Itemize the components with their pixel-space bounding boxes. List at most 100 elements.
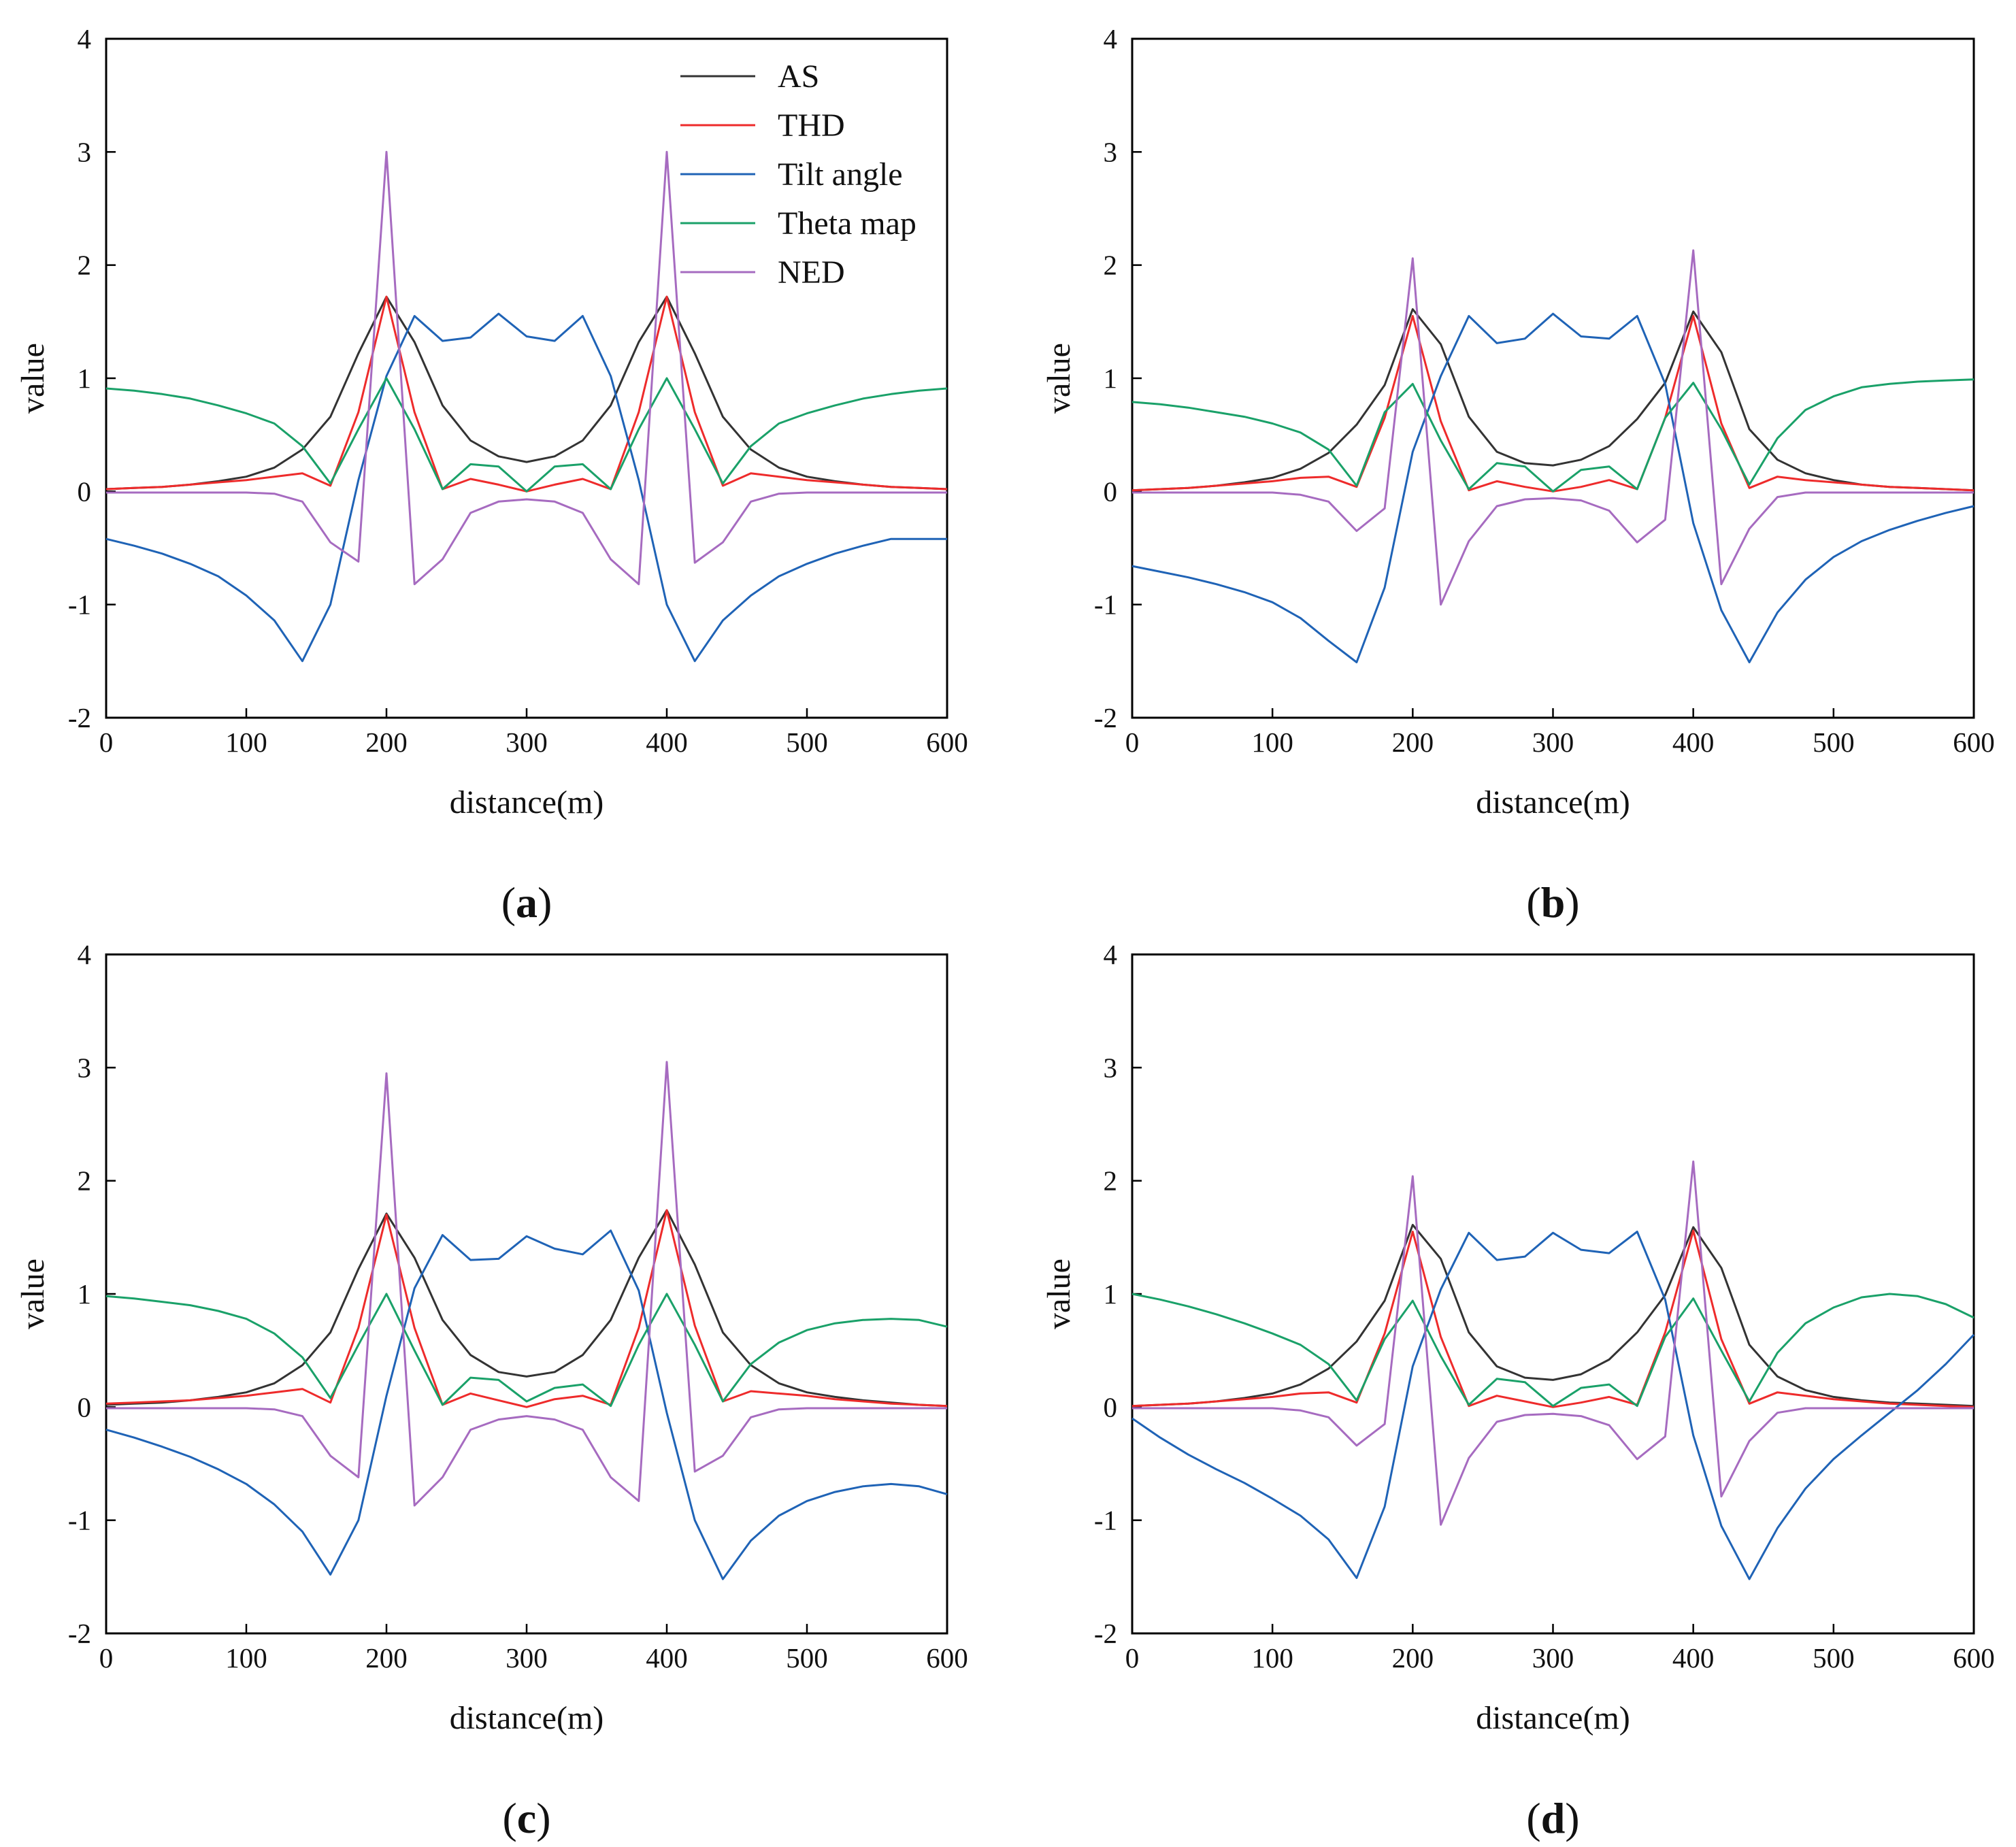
panel-label-letter: d (1541, 1794, 1566, 1842)
legend-label-theta-map: Theta map (778, 205, 916, 242)
y-tick-label: 1 (1104, 1278, 1118, 1310)
x-tick-label: 0 (99, 1642, 114, 1674)
y-tick-label: -1 (1094, 1505, 1117, 1536)
x-tick-label: 600 (926, 1642, 968, 1674)
y-tick-label: 0 (78, 476, 92, 507)
x-tick-label: 500 (1813, 727, 1855, 758)
y-tick-label: -1 (1094, 589, 1117, 620)
chart-panel-c: 0 100 200 300 400 500 600 -2 -1 0 1 2 3 4 distance(m) v… (15, 939, 968, 1842)
y-tick-label: -1 (68, 1505, 91, 1536)
x-tick-label: 600 (926, 727, 968, 758)
series-line-tilt-angle (1131, 312, 1974, 663)
y-tick-label: -2 (1094, 1618, 1117, 1649)
x-tick-label: 500 (1813, 1642, 1855, 1674)
legend-label-thd: THD (778, 107, 845, 144)
panel-label-open: ( (1526, 1794, 1540, 1842)
plot-frame (1131, 953, 1975, 1635)
x-tick-label: 400 (1672, 727, 1715, 758)
y-tick-label: 3 (78, 1052, 92, 1083)
series-line-thd (105, 1209, 948, 1408)
x-tick-label: 200 (1392, 727, 1434, 758)
x-tick-label: 300 (506, 1642, 548, 1674)
x-axis-title: distance(m) (450, 784, 604, 820)
x-tick-label: 200 (1392, 1642, 1434, 1674)
y-tick-label: 2 (1104, 1165, 1118, 1197)
series-line-thd (1131, 1229, 1974, 1408)
panel-label: (b) (1526, 878, 1579, 927)
x-tick-label: 300 (1532, 727, 1574, 758)
x-tick-label: 0 (1125, 727, 1140, 758)
y-tick-label: 1 (1104, 363, 1118, 394)
y-tick-label: 4 (78, 939, 92, 970)
y-tick-label: 3 (1104, 136, 1118, 167)
x-axis-title: distance(m) (1476, 1700, 1630, 1736)
series-line-theta-map (1131, 378, 1974, 493)
series-line-as (1131, 308, 1974, 492)
panel-label: (d) (1526, 1794, 1579, 1842)
x-axis-title: distance(m) (450, 1700, 604, 1736)
x-tick-label: 400 (1672, 1642, 1715, 1674)
y-tick-label: 4 (1104, 939, 1118, 970)
series-line-theta-map (1131, 1293, 1974, 1408)
y-tick-label: -2 (68, 1618, 91, 1649)
series-line-ned (1132, 1160, 1974, 1526)
y-axis-title: value (15, 343, 51, 414)
series-line-tilt-angle (105, 312, 947, 663)
y-tick-label: 0 (1104, 1391, 1118, 1422)
series-line-theta-map (105, 377, 948, 493)
y-tick-label: 4 (78, 23, 92, 54)
y-tick-label: 2 (78, 1165, 92, 1197)
y-tick-label: -2 (1094, 702, 1117, 733)
y-tick-label: 0 (1104, 476, 1118, 507)
x-tick-label: 400 (646, 727, 688, 758)
x-tick-label: 100 (1251, 727, 1293, 758)
legend-label-as: AS (778, 59, 819, 95)
series-line-as (1131, 1224, 1974, 1408)
y-tick-label: 3 (78, 136, 92, 167)
x-tick-label: 100 (225, 727, 267, 758)
series-line-as (105, 1209, 948, 1408)
x-tick-label: 0 (1125, 1642, 1140, 1674)
legend-label-tilt-angle: Tilt angle (778, 156, 903, 193)
x-tick-label: 600 (1953, 727, 1995, 758)
panel-label-letter: b (1541, 878, 1566, 927)
legend-label-ned: NED (778, 254, 845, 290)
x-tick-label: 200 (365, 1642, 408, 1674)
series-line-as (105, 295, 948, 490)
series-line-ned (106, 1061, 947, 1507)
x-tick-label: 100 (225, 1642, 267, 1674)
panel-label-open: ( (1526, 878, 1540, 927)
series-line-theta-map (105, 1293, 948, 1408)
panel-label-close: ) (536, 1794, 550, 1842)
chart-panel-d: 0 100 200 300 400 500 600 -2 -1 0 1 2 3 4 distance(m) v… (1041, 939, 1995, 1842)
x-tick-label: 500 (786, 1642, 828, 1674)
panel-label: (a) (501, 878, 552, 927)
series-line-tilt-angle (105, 1229, 948, 1580)
chart-panel-a: 0 100 200 300 400 500 600 -2 -1 0 1 2 3 4 distance(m) v… (15, 23, 968, 927)
series-line-tilt-angle (1131, 1231, 1975, 1580)
y-axis-title: value (15, 1259, 51, 1329)
panel-label-close: ) (1565, 1794, 1579, 1842)
y-tick-label: -2 (68, 702, 91, 733)
y-tick-label: 3 (1104, 1052, 1118, 1083)
x-tick-label: 300 (1532, 1642, 1574, 1674)
y-tick-label: 4 (1104, 23, 1118, 54)
y-tick-label: 0 (78, 1391, 92, 1422)
y-axis-title: value (1041, 1259, 1077, 1329)
x-axis-title: distance(m) (1476, 784, 1630, 820)
x-tick-label: 300 (506, 727, 548, 758)
plot-frame (105, 953, 948, 1635)
chart-panel-b: 0 100 200 300 400 500 600 -2 -1 0 1 2 3 4 distance(m) v… (1041, 23, 1995, 927)
legend: AS THD Tilt angle Theta map NED (680, 59, 916, 290)
x-tick-label: 500 (786, 727, 828, 758)
series-line-ned (106, 150, 947, 586)
panel-label: (c) (502, 1794, 550, 1842)
panel-label-open: ( (502, 1794, 516, 1842)
y-tick-label: -1 (68, 589, 91, 620)
plot-frame (1131, 37, 1975, 719)
panel-label-letter: c (517, 1794, 536, 1842)
y-axis-title: value (1041, 343, 1077, 414)
y-tick-label: 2 (78, 250, 92, 281)
x-tick-label: 600 (1953, 1642, 1995, 1674)
